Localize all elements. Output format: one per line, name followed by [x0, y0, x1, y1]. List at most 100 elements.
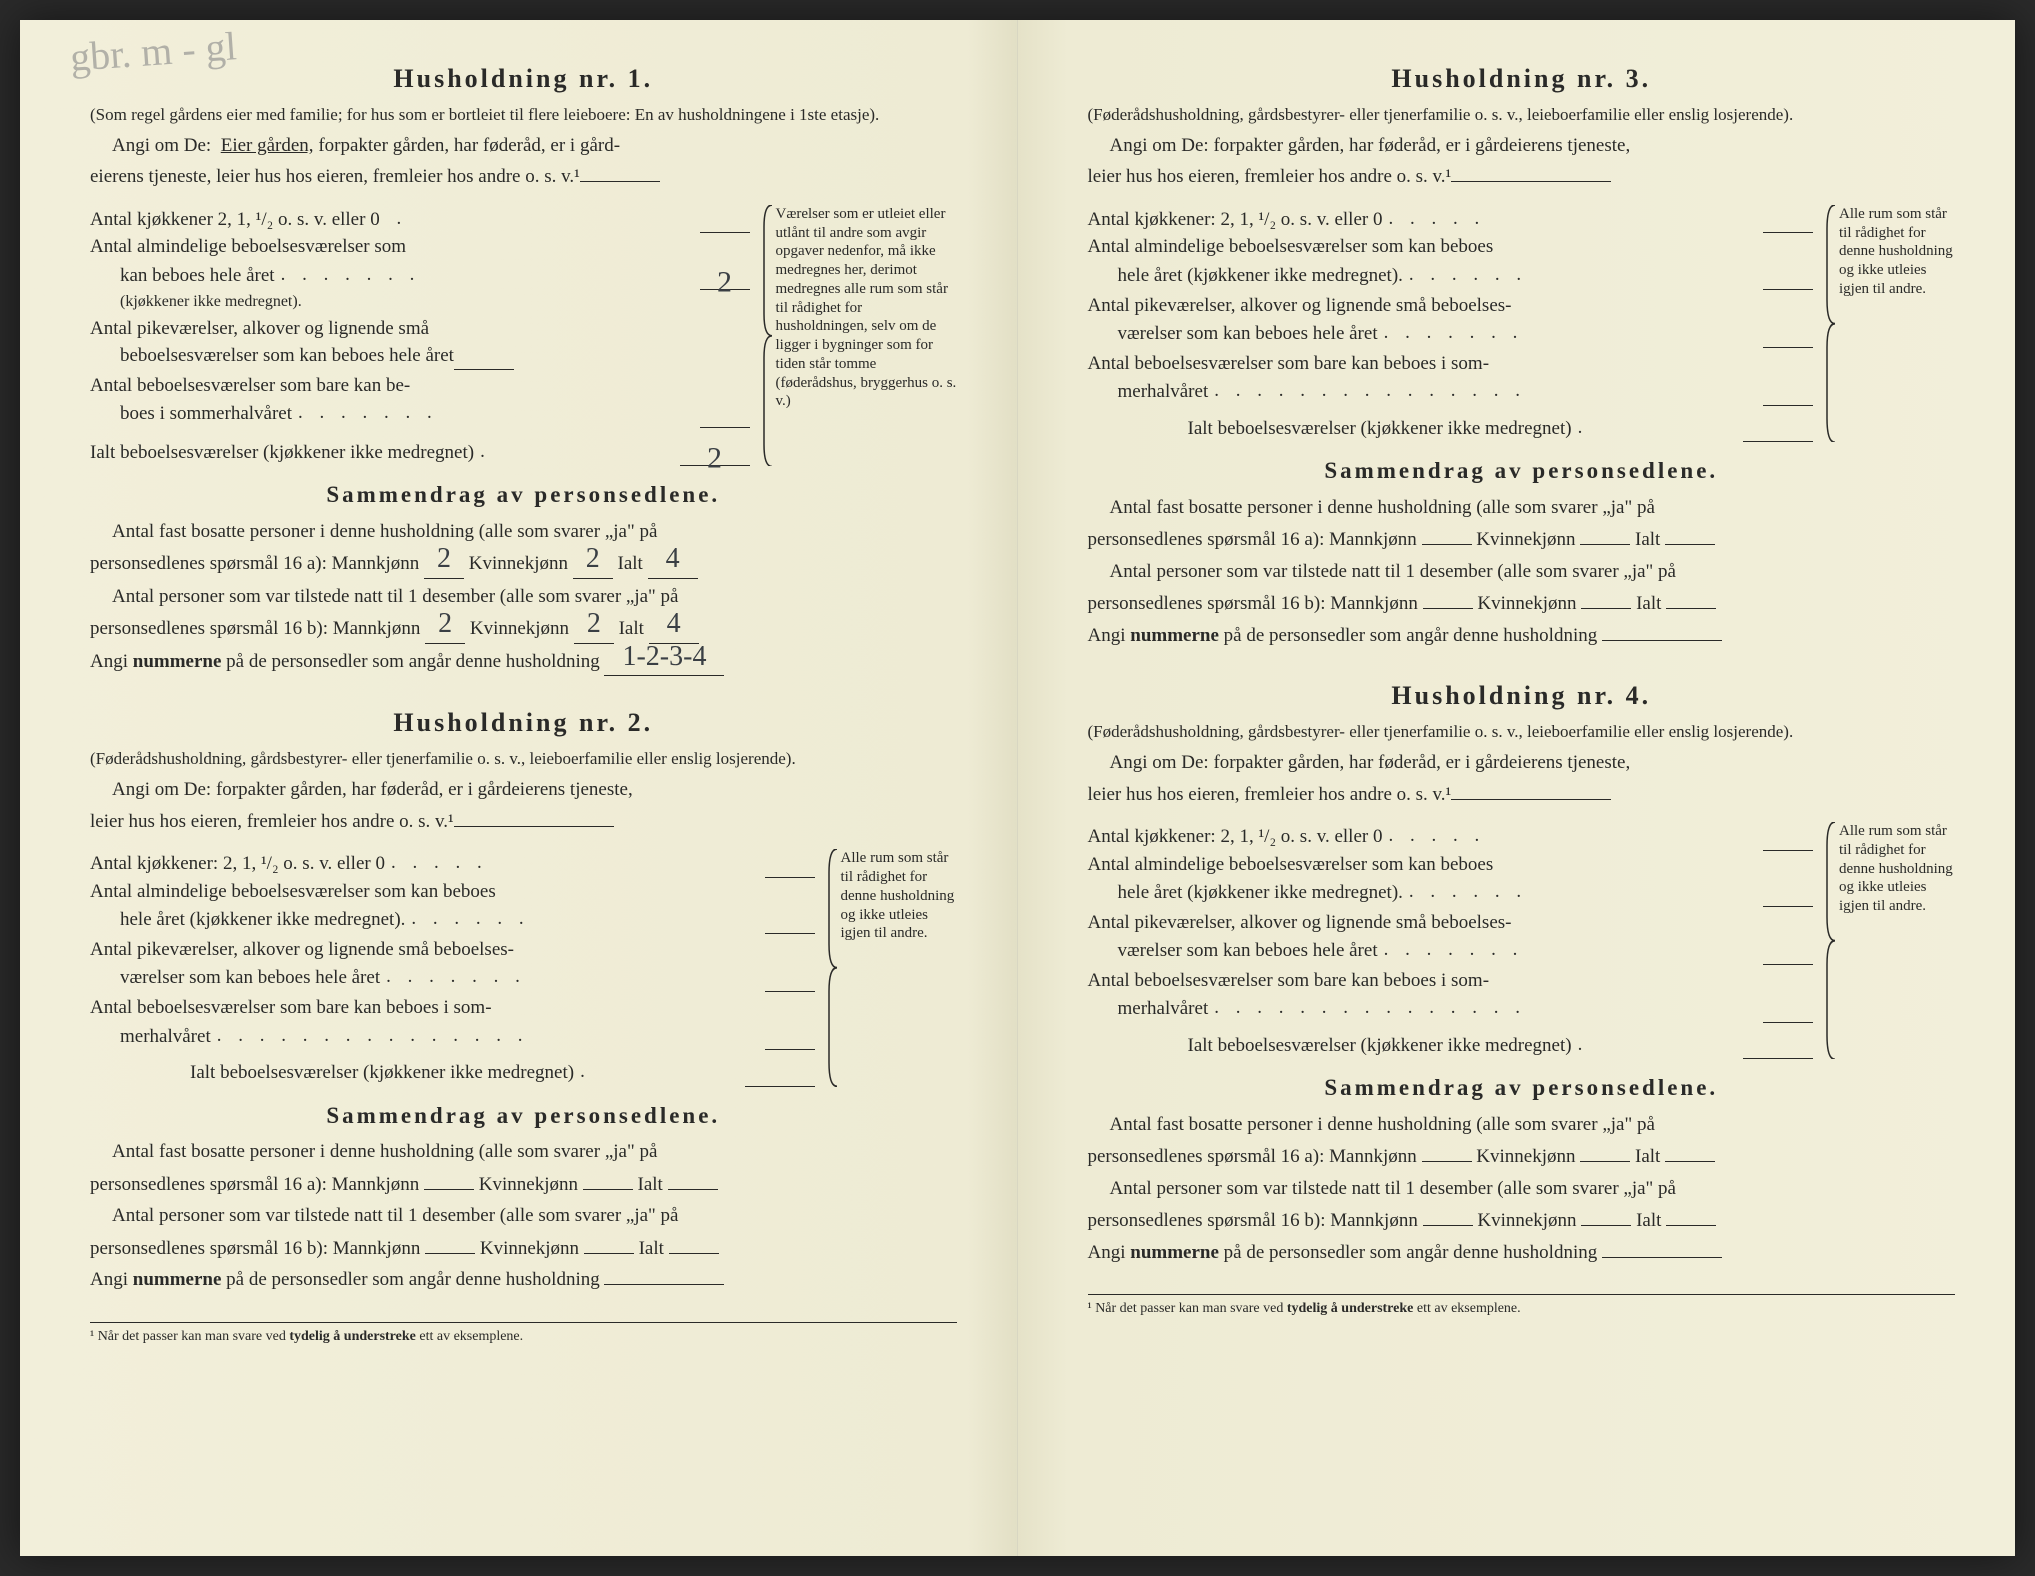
summary-3-resident: Antal fast bosatte personer i denne hush…: [1088, 494, 1956, 523]
ordinary-label-2: kan beboes hele året: [120, 262, 275, 290]
total-present-4-value[interactable]: [1666, 1225, 1716, 1226]
household-2-title: Husholdning nr. 2.: [90, 704, 957, 742]
small-3-value[interactable]: [1763, 347, 1813, 348]
ordinary-2-label-2: hele året (kjøkkener ikke medregnet).: [120, 906, 405, 934]
summary-4-resident: Antal fast bosatte personer i denne hush…: [1088, 1111, 1956, 1140]
total-resident-3-value[interactable]: [1665, 544, 1715, 545]
total-resident-value[interactable]: 4: [648, 550, 698, 579]
household-1-angi2: eierens tjeneste, leier hus hos eieren, …: [90, 163, 957, 191]
kitchens-3-value[interactable]: [1763, 232, 1813, 233]
angi-underlined: Eier gården,: [221, 135, 314, 156]
summer-3-label-1: Antal beboelsesværelser som bare kan beb…: [1088, 350, 1814, 378]
male-present-value[interactable]: 2: [425, 615, 465, 644]
household-3: Husholdning nr. 3. (Føderådshusholdning,…: [1088, 60, 1956, 649]
total-resident-2-value[interactable]: [668, 1189, 718, 1190]
ordinary-3-value[interactable]: [1763, 289, 1813, 290]
household-3-angi1: Angi om De: forpakter gården, har føderå…: [1088, 132, 1956, 160]
household-2-angi1: Angi om De: forpakter gården, har føderå…: [90, 776, 957, 804]
total-resident-4-value[interactable]: [1665, 1161, 1715, 1162]
male-resident-3-value[interactable]: [1422, 544, 1472, 545]
numbers-4-value[interactable]: [1602, 1257, 1722, 1258]
kitchens-value[interactable]: [700, 232, 750, 233]
ordinary-4-value[interactable]: [1763, 906, 1813, 907]
ordinary-2-value[interactable]: [765, 933, 815, 934]
total-3-label: Ialt beboelsesværelser (kjøkkener ikke m…: [1188, 415, 1572, 443]
total-present-value[interactable]: 4: [649, 615, 699, 644]
small-2-label-2: værelser som kan beboes hele året: [120, 964, 380, 992]
female-resident-value[interactable]: 2: [573, 550, 613, 579]
summer-2-value[interactable]: [765, 1049, 815, 1050]
small-4-value[interactable]: [1763, 964, 1813, 965]
total-3-value[interactable]: [1743, 441, 1813, 442]
summer-4-value[interactable]: [1763, 1022, 1813, 1023]
total-4-value[interactable]: [1743, 1058, 1813, 1059]
summary-2-title: Sammendrag av personsedlene.: [90, 1099, 957, 1132]
male-present-4-value[interactable]: [1423, 1225, 1473, 1226]
summary-2-resident: Antal fast bosatte personer i denne hush…: [90, 1138, 957, 1167]
ordinary-4-label-1: Antal almindelige beboelsesværelser som …: [1088, 851, 1814, 879]
household-3-angi2: leier hus hos eieren, fremleier hos andr…: [1088, 163, 1956, 191]
household-1-angi1: Angi om De: Eier gården, forpakter gårde…: [90, 132, 957, 160]
male-present-2-value[interactable]: [425, 1253, 475, 1254]
small-4-label-1: Antal pikeværelser, alkover og lignende …: [1088, 909, 1814, 937]
household-4-angi2: leier hus hos eieren, fremleier hos andr…: [1088, 781, 1956, 809]
female-resident-2-value[interactable]: [583, 1189, 633, 1190]
rooms-3-sidenote: Alle rum som står til rådighet for denne…: [1825, 205, 1955, 442]
summary-3-title: Sammendrag av personsedlene.: [1088, 454, 1956, 487]
summary-3-present: Antal personer som var tilstede natt til…: [1088, 558, 1956, 587]
numbers-2-value[interactable]: [604, 1284, 724, 1285]
household-3-rooms: Antal kjøkkener: 2, 1, ¹/₂ o. s. v. elle…: [1088, 205, 1956, 442]
female-present-4-value[interactable]: [1581, 1225, 1631, 1226]
total-2-value[interactable]: [745, 1086, 815, 1087]
total-present-2-value[interactable]: [669, 1253, 719, 1254]
brace-3-icon: [1825, 205, 1837, 442]
household-4: Husholdning nr. 4. (Føderådshusholdning,…: [1088, 677, 1956, 1266]
household-4-subtitle: (Føderådshusholdning, gårdsbestyrer- ell…: [1088, 721, 1956, 743]
ordinary-label-1: Antal almindelige beboelsesværelser som: [90, 233, 750, 261]
household-1: Husholdning nr. 1. (Som regel gårdens ei…: [90, 60, 957, 676]
female-present-3-value[interactable]: [1581, 608, 1631, 609]
female-present-2-value[interactable]: [584, 1253, 634, 1254]
rooms-2-sidenote: Alle rum som står til rådighet for denne…: [827, 849, 957, 1086]
female-present-value[interactable]: 2: [574, 615, 614, 644]
summer-3-value[interactable]: [1763, 405, 1813, 406]
small-2-value[interactable]: [765, 991, 815, 992]
ordinary-value[interactable]: 2: [700, 289, 750, 290]
small-label-1: Antal pikeværelser, alkover og lignende …: [90, 315, 750, 343]
total-label: Ialt beboelsesværelser (kjøkkener ikke m…: [90, 439, 474, 467]
female-resident-3-value[interactable]: [1580, 544, 1630, 545]
summary-1-title: Sammendrag av personsedlene.: [90, 478, 957, 511]
rooms-questions: Antal kjøkkener 2, 1, ¹/₂ o. s. v. eller…: [90, 205, 750, 467]
left-page: gbr. m - gl Husholdning nr. 1. (Som rege…: [20, 20, 1018, 1556]
summary-1-resident: Antal fast bosatte personer i denne hush…: [90, 518, 957, 547]
small-value[interactable]: [454, 369, 514, 370]
total-present-3-value[interactable]: [1666, 608, 1716, 609]
male-resident-2-value[interactable]: [424, 1189, 474, 1190]
kitchens-4-label: Antal kjøkkener: 2, 1, ¹/₂ o. s. v. elle…: [1088, 823, 1383, 851]
summer-value[interactable]: [700, 427, 750, 428]
summary-4-title: Sammendrag av personsedlene.: [1088, 1071, 1956, 1104]
household-2-subtitle: (Føderådshusholdning, gårdsbestyrer- ell…: [90, 748, 957, 770]
total-value[interactable]: 2: [680, 465, 750, 466]
household-4-title: Husholdning nr. 4.: [1088, 677, 1956, 715]
male-resident-value[interactable]: 2: [424, 550, 464, 579]
numbers-value[interactable]: 1-2-3-4: [604, 648, 724, 677]
household-2-rooms: Antal kjøkkener: 2, 1, ¹/₂ o. s. v. elle…: [90, 849, 957, 1086]
household-3-subtitle: (Føderådshusholdning, gårdsbestyrer- ell…: [1088, 104, 1956, 126]
male-resident-4-value[interactable]: [1422, 1161, 1472, 1162]
summer-4-label-1: Antal beboelsesværelser som bare kan beb…: [1088, 967, 1814, 995]
kitchens-label: Antal kjøkkener 2, 1, ¹/₂ o. s. v. eller…: [90, 206, 380, 234]
summary-4-present: Antal personer som var tilstede natt til…: [1088, 1175, 1956, 1204]
kitchens-4-value[interactable]: [1763, 850, 1813, 851]
kitchens-2-value[interactable]: [765, 877, 815, 878]
ordinary-3-label-2: hele året (kjøkkener ikke medregnet).: [1118, 262, 1403, 290]
male-present-3-value[interactable]: [1423, 608, 1473, 609]
female-resident-4-value[interactable]: [1580, 1161, 1630, 1162]
household-3-title: Husholdning nr. 3.: [1088, 60, 1956, 98]
numbers-3-value[interactable]: [1602, 640, 1722, 641]
rooms-4-sidenote: Alle rum som står til rådighet for denne…: [1825, 822, 1955, 1059]
document-spread: gbr. m - gl Husholdning nr. 1. (Som rege…: [20, 20, 2015, 1556]
kitchens-3-label: Antal kjøkkener: 2, 1, ¹/₂ o. s. v. elle…: [1088, 206, 1383, 234]
household-2-angi2: leier hus hos eieren, fremleier hos andr…: [90, 808, 957, 836]
household-1-rooms: Antal kjøkkener 2, 1, ¹/₂ o. s. v. eller…: [90, 205, 957, 467]
